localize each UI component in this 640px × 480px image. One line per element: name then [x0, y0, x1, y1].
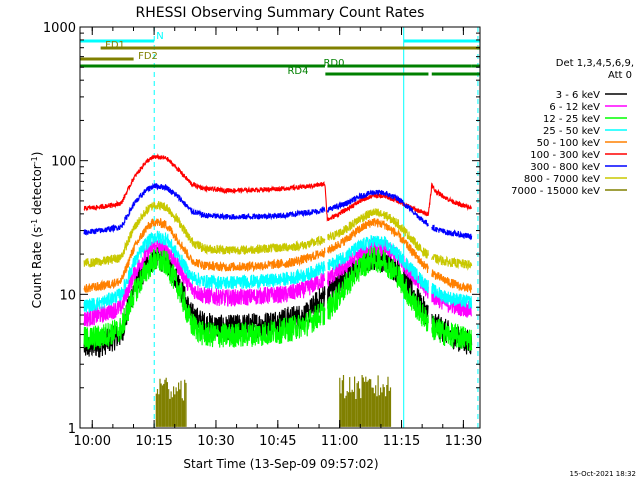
y-axis-label-part: detector — [30, 164, 44, 219]
y-axis-label-part: -1 — [30, 219, 39, 227]
y-axis-label-part: ) — [30, 152, 44, 157]
attenuator-bars: N FD1 FD2 RD0 RD4 — [80, 31, 480, 77]
legend-label: 50 - 100 keV — [537, 138, 601, 149]
status-label-fd2: FD2 — [138, 51, 158, 62]
legend-label: 6 - 12 keV — [549, 102, 600, 113]
legend-title-line1: Det 1,3,4,5,6,9, — [556, 58, 634, 69]
axes: 1 10 100 1000 10:00 10:15 10:30 10:45 11:00 11:15… — [43, 21, 482, 449]
y-axis-label-part: -1 — [30, 156, 39, 164]
x-tick-label: 11:00 — [321, 434, 358, 449]
status-label-rd4: RD4 — [287, 66, 308, 77]
series-layer — [83, 153, 473, 427]
y-tick-label: 1000 — [43, 21, 76, 36]
x-tick-label: 11:30 — [445, 434, 482, 449]
plot-frame — [79, 26, 481, 429]
plot-area — [79, 27, 479, 428]
x-tick-label: 10:30 — [197, 434, 234, 449]
x-tick-label: 10:45 — [259, 434, 296, 449]
series-line-12-25keV — [83, 246, 473, 351]
series-line-25-50keV — [83, 230, 473, 314]
y-tick-label: 1 — [68, 422, 76, 437]
series-line-7000-15000-kev — [339, 375, 392, 427]
legend-label: 800 - 7000 keV — [524, 174, 600, 185]
y-axis-label-part: Count Rate (s — [30, 227, 44, 309]
footer-timestamp: 15-Oct-2021 18:32 — [570, 470, 636, 478]
series-line-800-7000keV — [83, 201, 473, 271]
series-line-7000-15000-kev — [155, 377, 187, 427]
x-tick-label: 11:15 — [383, 434, 420, 449]
series-line-50-100keV — [83, 217, 473, 293]
series-line-300-800keV — [83, 182, 473, 241]
x-tick-label: 10:00 — [74, 434, 111, 449]
x-axis-label: Start Time (13-Sep-09 09:57:02) — [183, 457, 378, 471]
status-label-n: N — [156, 31, 163, 42]
legend-label: 7000 - 15000 keV — [511, 186, 600, 197]
status-label-rd0: RD0 — [323, 58, 344, 69]
series-line-100-300keV — [83, 153, 472, 222]
legend-title-line2: Att 0 — [608, 70, 632, 81]
legend-label: 25 - 50 keV — [543, 126, 600, 137]
status-label-fd1: FD1 — [105, 40, 125, 51]
legend-label: 100 - 300 keV — [530, 150, 600, 161]
chart-title: RHESSI Observing Summary Count Rates — [136, 5, 425, 21]
y-tick-label: 100 — [51, 155, 76, 170]
legend-label: 3 - 6 keV — [556, 90, 600, 101]
y-tick-label: 10 — [59, 288, 76, 303]
legend-label: 300 - 800 keV — [530, 162, 600, 173]
legend-label: 12 - 25 keV — [543, 114, 600, 125]
x-tick-label: 10:15 — [135, 434, 172, 449]
y-axis-label: Count Rate (s-1 detector-1) — [30, 152, 45, 309]
